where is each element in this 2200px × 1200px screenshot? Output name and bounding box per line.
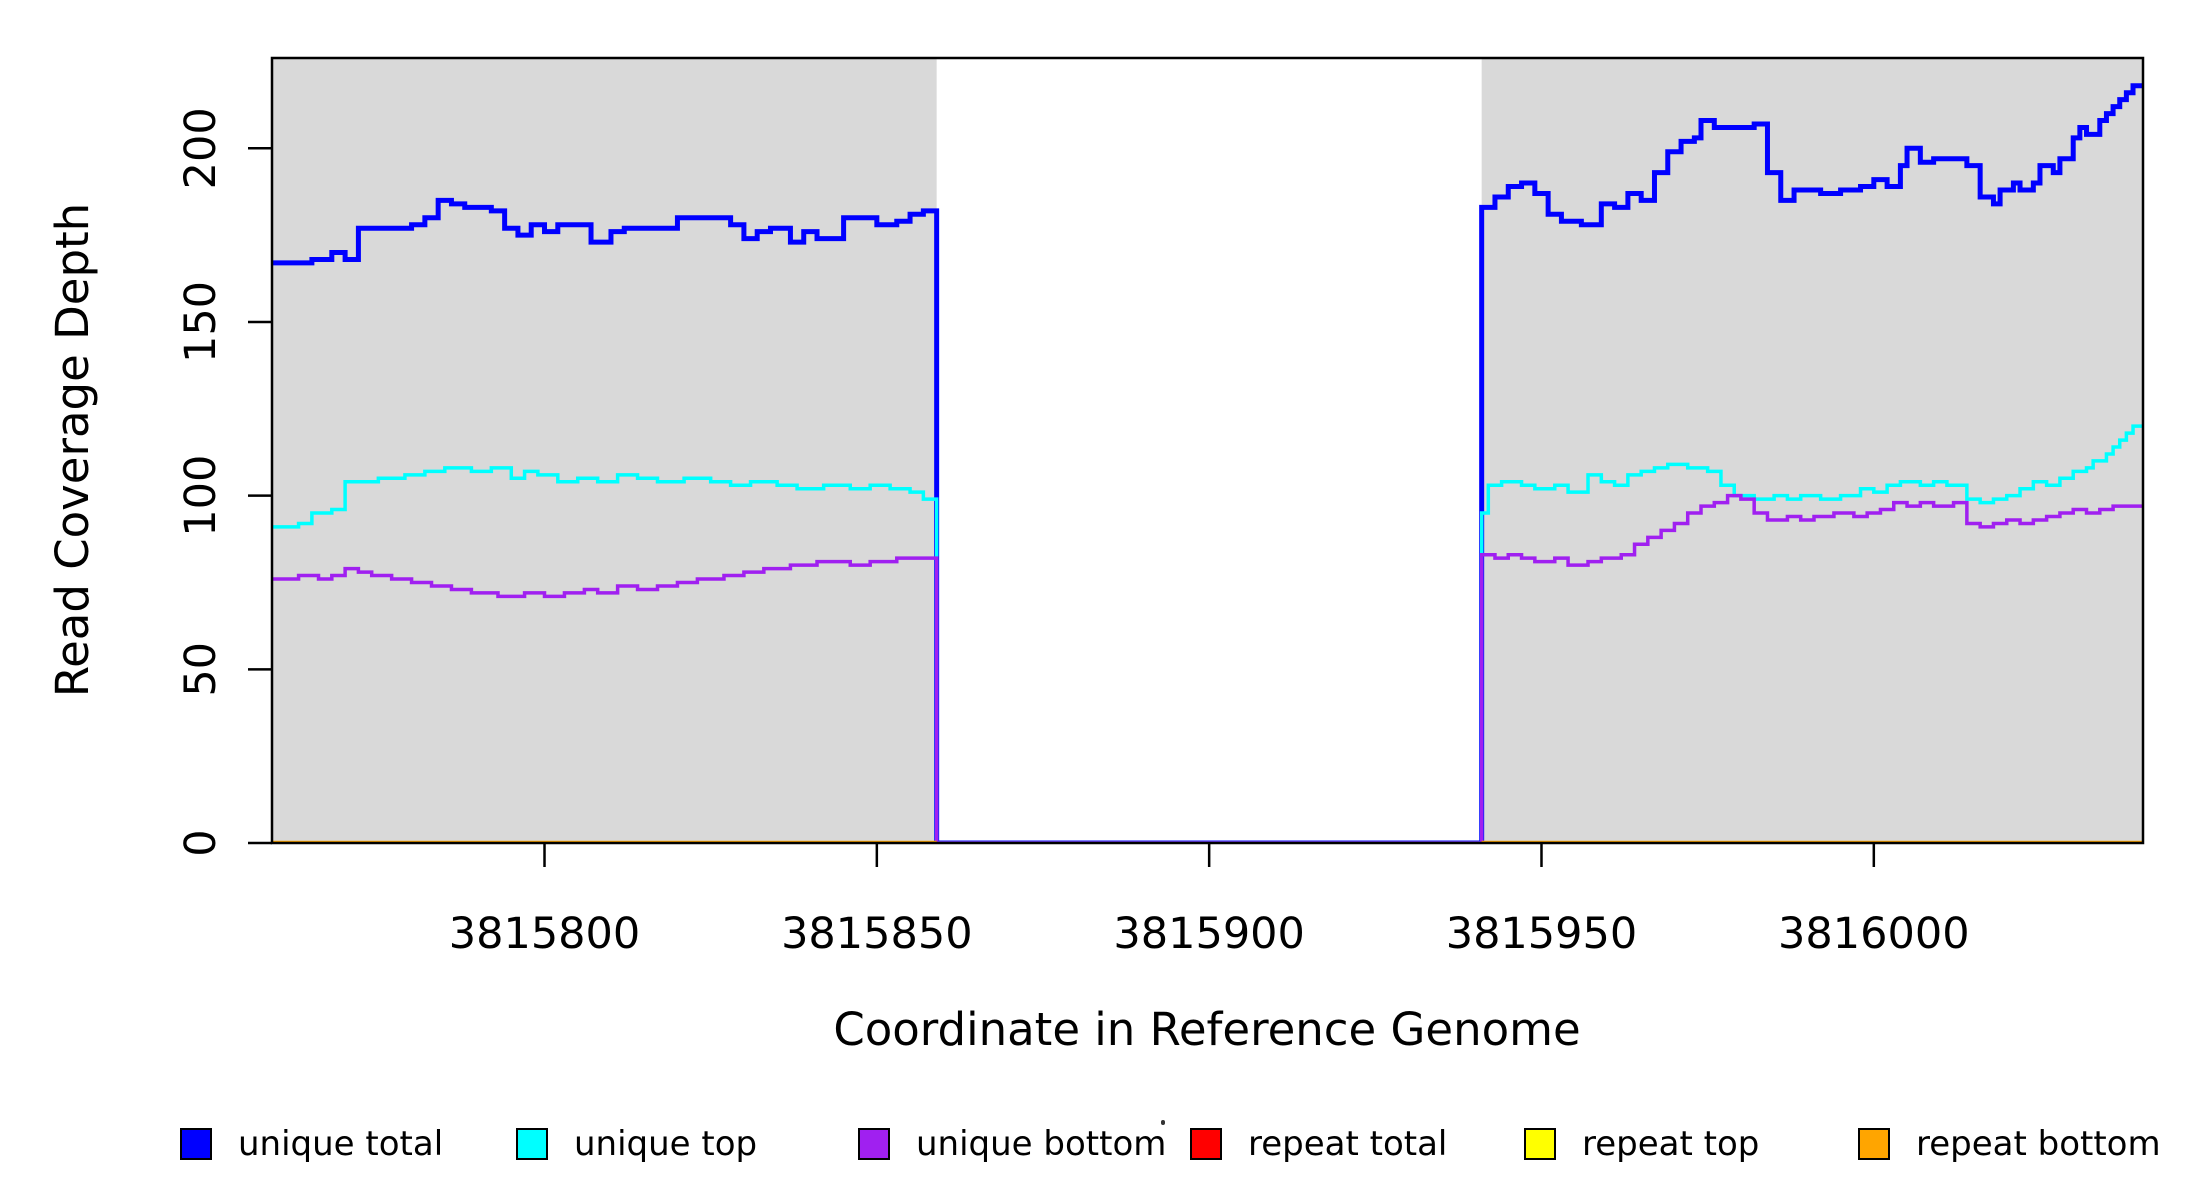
legend: unique total unique top unique bottom re… <box>0 0 2200 1161</box>
shaded-region <box>272 58 937 843</box>
x-tick-label: 3815850 <box>781 909 973 959</box>
repeat-top-swatch-icon <box>1524 1128 1556 1160</box>
legend-label: repeat top <box>1582 1124 1760 1164</box>
y-axis-title: Read Coverage Depth <box>46 203 99 697</box>
x-tick-label: 3816000 <box>1778 909 1970 959</box>
series-lines <box>272 83 2143 843</box>
axis-tick-labels: 3815800 3815850 3815900 3815950 3816000 0 50 10… <box>176 107 1970 959</box>
legend-label: unique top <box>574 1124 758 1164</box>
legend-label: unique bottom <box>916 1124 1167 1164</box>
x-tick-label: 3815950 <box>1446 909 1638 959</box>
legend-item-unique-top: unique top <box>516 1124 758 1164</box>
legend-item-unique-bottom: unique bottom <box>858 1124 1167 1164</box>
series-line-unique-top <box>272 424 2143 843</box>
y-tick-label: 150 <box>176 281 226 363</box>
y-tick-label: 0 <box>176 829 226 856</box>
legend-item-unique-total: unique total <box>180 1124 444 1164</box>
x-tick-label: 3815900 <box>1113 909 1305 959</box>
y-tick-label: 100 <box>176 455 226 537</box>
legend-label: repeat total <box>1248 1124 1448 1164</box>
shaded-coverage-regions <box>272 58 2143 843</box>
repeat-total-swatch-icon <box>1190 1128 1222 1160</box>
legend-item-repeat-bottom: repeat bottom <box>1858 1124 2161 1164</box>
series-line-unique-bottom <box>272 493 2143 843</box>
legend-label: unique total <box>238 1124 444 1164</box>
x-axis-title: Coordinate in Reference Genome <box>833 1003 1580 1056</box>
legend-item-repeat-total: repeat total <box>1190 1124 1448 1164</box>
legend-label: repeat bottom <box>1916 1124 2161 1164</box>
stray-dot <box>1161 1120 1165 1125</box>
x-tick-label: 3815800 <box>449 909 641 959</box>
shaded-region <box>1481 58 2143 843</box>
unique-total-swatch-icon <box>180 1128 212 1160</box>
legend-item-repeat-top: repeat top <box>1524 1124 1760 1164</box>
series-line-unique-total <box>272 83 2143 843</box>
unique-top-swatch-icon <box>516 1128 548 1160</box>
y-tick-label: 50 <box>176 642 226 697</box>
axis-ticks <box>248 147 1876 867</box>
plot-border <box>270 56 2145 845</box>
unique-bottom-swatch-icon <box>858 1128 890 1160</box>
repeat-bottom-swatch-icon <box>1858 1128 1890 1160</box>
y-tick-label: 200 <box>176 107 226 189</box>
